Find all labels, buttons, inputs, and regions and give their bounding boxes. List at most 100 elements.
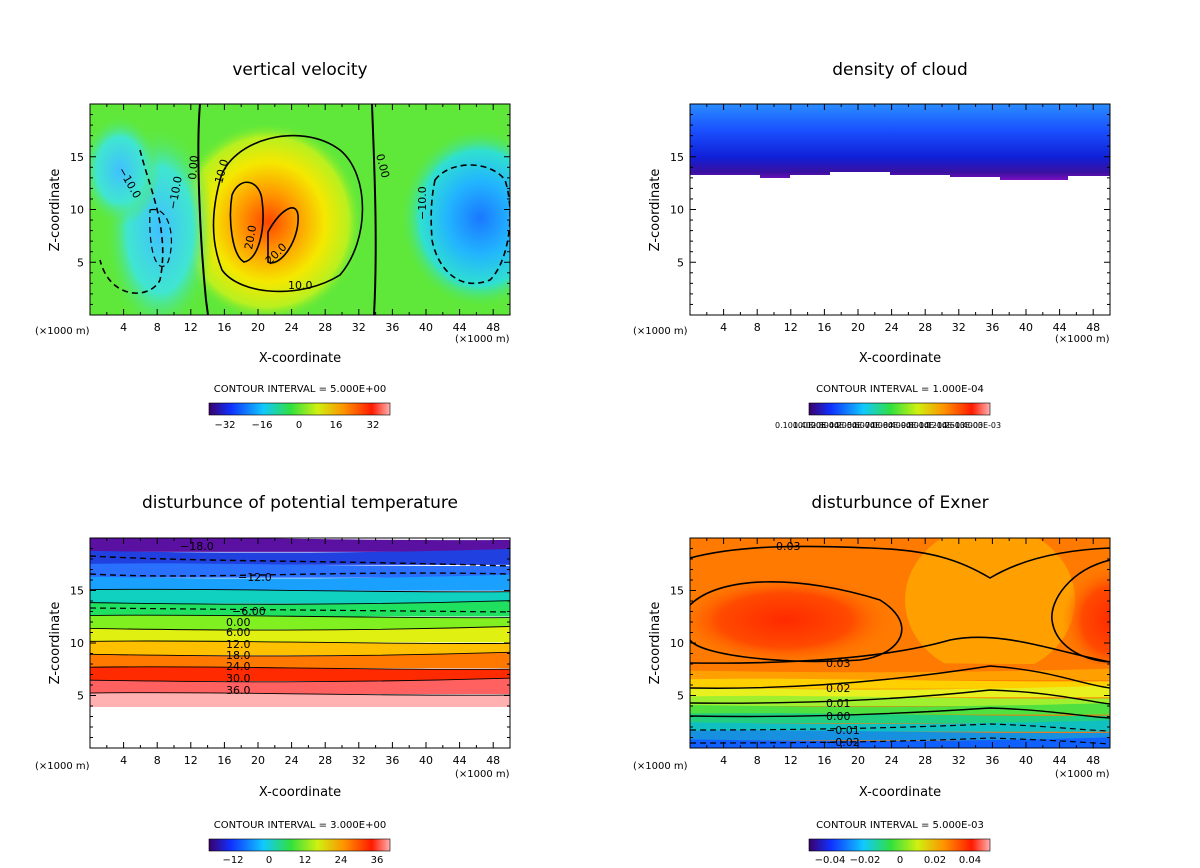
x-tick-label: 16 [817, 321, 831, 334]
contour-labels: 0.03 0.03 0.02 0.01 0.00 −0.01 −0.02 [776, 540, 860, 749]
color-band [90, 626, 510, 643]
colorbar [808, 402, 991, 416]
colorbar-tick-label: 1.1200E-03 [919, 421, 965, 430]
contour [90, 677, 510, 683]
contour [90, 600, 510, 605]
x-tick-label: 4 [720, 321, 727, 334]
color-band [90, 538, 510, 552]
y-tick-label: 10 [70, 637, 84, 650]
x-tick-label: 36 [985, 321, 999, 334]
color-band [690, 661, 1110, 672]
colorbar-tick-label: 7.0000E-04 [865, 421, 911, 430]
colorbar-tick-label: 1.4000E-03 [955, 421, 1001, 430]
colorbar-tick-label: 32 [367, 420, 380, 431]
color-band [690, 668, 1110, 681]
contour [90, 614, 510, 619]
contour-interval: CONTOUR INTERVAL = 5.000E-03 [816, 820, 984, 831]
color-band [690, 685, 1110, 698]
contour-plus-20b [267, 207, 299, 264]
contour-minus-10-right [430, 164, 510, 285]
colorbar-tick-label: 0.10000E-05 [775, 421, 826, 430]
colorbar-tick-label: 36 [371, 855, 384, 866]
x-unit-right: (×1000 m) [1055, 769, 1110, 780]
x-unit-left: (×1000 m) [633, 761, 688, 772]
contour-label: 0.02 [826, 682, 851, 695]
colorbar-tick-label: −0.02 [850, 855, 881, 866]
contour-label: −18.0 [180, 540, 214, 553]
x-tick-label: 20 [251, 754, 265, 767]
x-tick-label: 44 [453, 754, 467, 767]
contour [90, 588, 510, 593]
x-tick-label: 36 [385, 321, 399, 334]
color-band [90, 652, 510, 669]
x-tick-label: 32 [952, 754, 966, 767]
colorbar-tick-label: 0.02 [924, 855, 946, 866]
contour-minus-10-core [149, 209, 172, 267]
contour [690, 723, 1110, 732]
color-band [690, 703, 1110, 715]
colorbar-tick-label: 0 [897, 855, 903, 866]
y-axis-label: Z-coordinate [648, 602, 663, 685]
color-band [90, 666, 510, 682]
contour [90, 692, 510, 696]
x-tick-label: 32 [352, 321, 366, 334]
colorbar-tick-label: 8.4000E-04 [883, 421, 929, 430]
exner-max-right [1062, 565, 1110, 675]
contour [690, 545, 1110, 579]
panel-potential-temperature: disturbunce of potential temperature −18… [35, 493, 511, 866]
x-unit-right: (×1000 m) [1055, 334, 1110, 345]
x-tick-label: 16 [817, 754, 831, 767]
x-tick-label: 20 [851, 321, 865, 334]
contour-label: 30.0 [226, 672, 251, 685]
contour-label: 36.0 [226, 684, 251, 697]
contour-interval: CONTOUR INTERVAL = 3.000E+00 [214, 820, 386, 831]
contour [90, 555, 510, 567]
y-tick-label: 5 [77, 256, 84, 269]
contour [690, 665, 1110, 689]
x-unit-left: (×1000 m) [633, 326, 688, 337]
contour-label: 0.00 [226, 616, 251, 629]
contour-plus-10 [212, 134, 364, 293]
y-tick-label: 10 [670, 204, 684, 217]
x-tick-label: 8 [754, 321, 761, 334]
contour-interval: CONTOUR INTERVAL = 1.000E-04 [816, 384, 984, 395]
y-tick-label: 15 [70, 151, 84, 164]
x-axis-label: X-coordinate [259, 351, 341, 366]
chart-title: disturbunce of Exner [811, 493, 988, 513]
contour-interval: CONTOUR INTERVAL = 5.000E+00 [214, 384, 386, 395]
y-tick-label: 15 [670, 585, 684, 598]
contour-label: −6.00 [232, 605, 266, 618]
chart-title: vertical velocity [232, 60, 367, 80]
x-tick-label: 40 [1019, 754, 1033, 767]
chart-title: disturbunce of potential temperature [142, 493, 458, 513]
y-tick-label: 15 [70, 585, 84, 598]
panel-vertical-velocity: vertical velocity −10.0 0.00 10.0 −10.0 … [35, 60, 511, 431]
contour [90, 626, 510, 631]
x-tick-label: 16 [217, 754, 231, 767]
colorbar-tick-label: 2.8000E-04 [811, 421, 857, 430]
panel-density-of-cloud: density of cloud 4 8 12 16 20 24 28 32 36 40 44 485… [633, 60, 1111, 430]
color-band [90, 574, 510, 591]
x-tick-label: 28 [318, 321, 332, 334]
x-tick-label: 20 [851, 754, 865, 767]
contour [690, 707, 1110, 719]
color-band [690, 737, 1110, 748]
color-band [90, 615, 510, 630]
plot-field [690, 538, 1110, 748]
colorbar [208, 838, 391, 852]
contour [690, 737, 1110, 745]
x-tick-label: 4 [120, 321, 127, 334]
x-tick-label: 28 [918, 754, 932, 767]
contour-label: 0.03 [776, 540, 801, 553]
colorbar-tick-label: 0 [266, 855, 272, 866]
x-unit-left: (×1000 m) [35, 326, 90, 337]
x-tick-label: 4 [720, 754, 727, 767]
y-axis-label: Z-coordinate [648, 169, 663, 252]
contour-label: 0.00 [826, 710, 851, 723]
x-axis-label: X-coordinate [859, 351, 941, 366]
contour-minus-10-left [99, 149, 164, 294]
colorbar-tick-label: −0.04 [815, 855, 846, 866]
contour-label: −10.0 [416, 186, 429, 220]
x-axis-label: X-coordinate [259, 785, 341, 800]
colorbar-tick-label: 24 [335, 855, 348, 866]
